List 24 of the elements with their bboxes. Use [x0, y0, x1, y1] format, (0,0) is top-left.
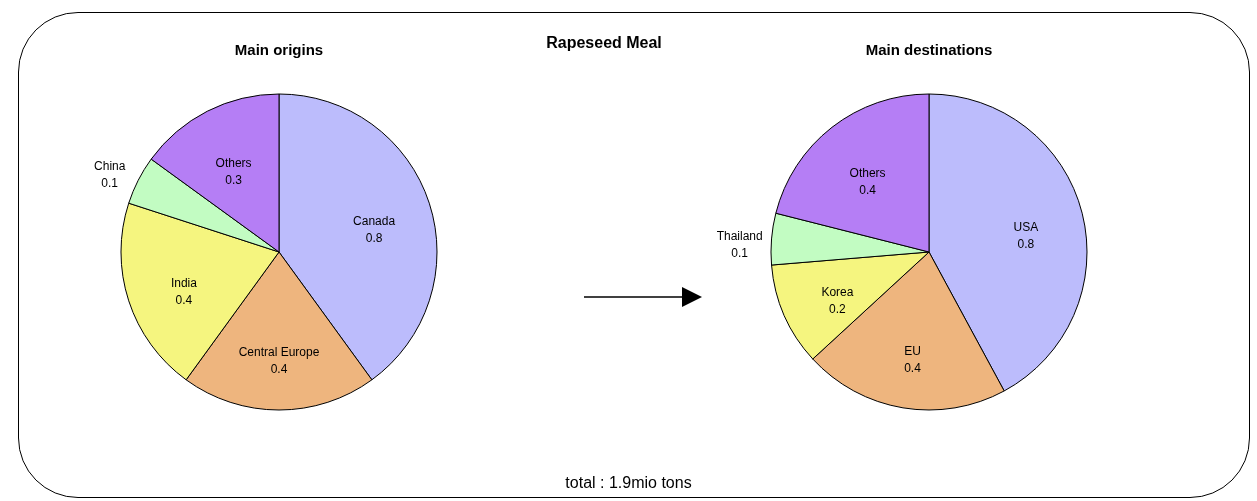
text: Rapeseed Meal [546, 34, 662, 51]
slice-label: Korea [821, 285, 854, 300]
slice-label: Canada [353, 214, 396, 229]
data-label: 0.3 [225, 172, 243, 187]
slice-label: Others [215, 155, 252, 170]
text: total : 1.9mio tons [564, 474, 693, 492]
slice-label: EU [904, 343, 921, 358]
data-label: 0.1 [731, 246, 749, 261]
data-label: 0.8 [365, 231, 383, 246]
slice-label: Central Europe [238, 345, 320, 359]
data-label: 0.4 [175, 292, 193, 307]
data-label: 0.2 [829, 302, 847, 317]
data-label: 0.4 [859, 183, 877, 198]
slice-label: USA [1013, 220, 1039, 235]
slice-label: China [94, 158, 126, 173]
chart-title: Main origins [234, 41, 324, 58]
data-label: 0.8 [1017, 237, 1035, 252]
data-label: 0.4 [904, 360, 922, 375]
slice-label: Others [849, 166, 886, 181]
chart-title: Main destinations [865, 41, 993, 58]
slice-label: Thailand [716, 229, 763, 244]
data-label: 0.1 [101, 175, 119, 190]
slice-label: India [170, 275, 198, 290]
data-label: 0.4 [270, 362, 288, 376]
